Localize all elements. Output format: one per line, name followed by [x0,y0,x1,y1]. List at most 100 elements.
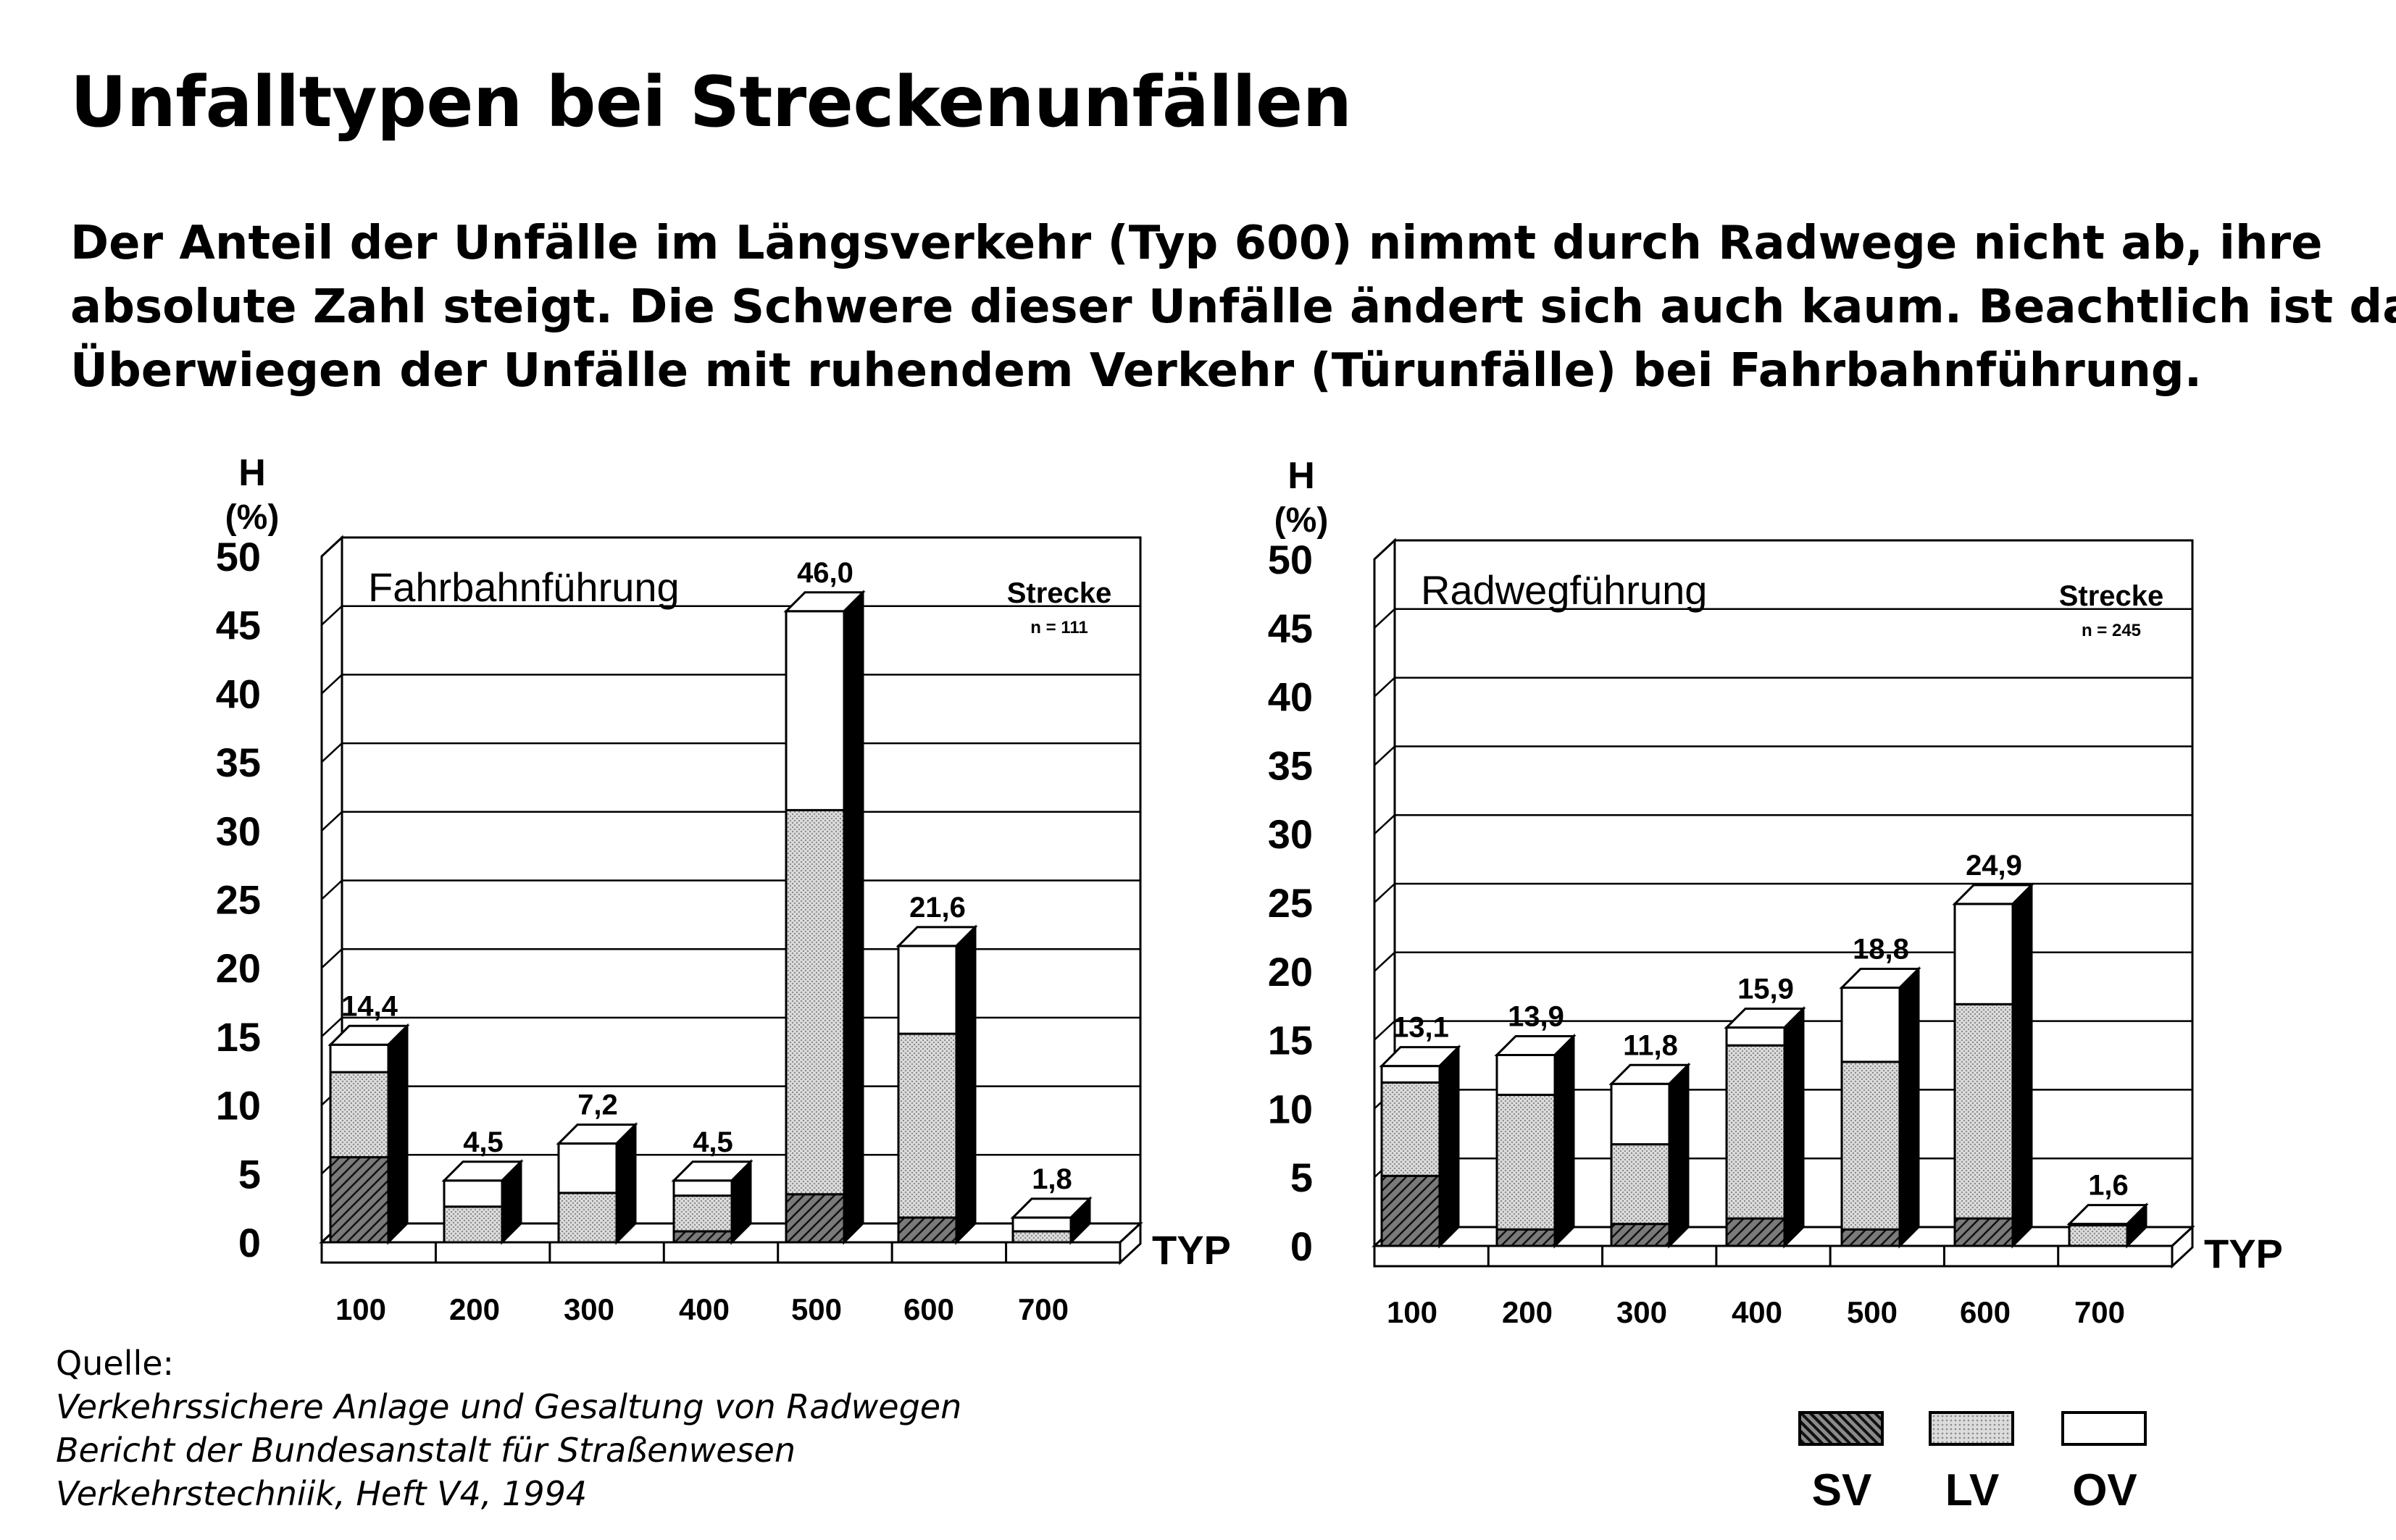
bar-segment-lv [2068,1224,2129,1247]
bar-value-label: 1,8 [1032,1163,1072,1195]
bar-segment-sv [897,1216,958,1244]
chart-2: 0 5 10 15 20 25 30 35 40 45 50 13,1 100 13,9 200 11,8 30… [1268,455,2283,1329]
chart-title: Radwegführung [1421,567,1707,613]
gridline-side [321,537,343,557]
y-tick-label: 30 [1268,811,1313,857]
gridline-side [1374,540,1395,560]
legend-label-sv: SV [1811,1465,1872,1515]
bar-segment-lv [557,1192,618,1244]
bar-segment-lv [897,1032,958,1219]
bar-segment-ov [1840,987,1901,1063]
legend-swatch-lv [1929,1411,2014,1446]
bar-value-label: 24,9 [1966,850,2022,882]
bar-value-label: 4,5 [463,1126,504,1158]
y-tick-label: 15 [1268,1018,1313,1063]
bar-segment-lv [1840,1060,1901,1231]
x-tick-label: 100 [335,1292,386,1326]
y-tick-label: 35 [1268,742,1313,788]
lead-line: Der Anteil der Unfälle im Längsverkehr (… [70,217,2323,270]
bar-segment-sv [1840,1228,1901,1247]
chart-base-front [320,1241,1122,1264]
x-tick-label: 100 [1387,1295,1437,1329]
bar-value-label: 14,4 [341,990,398,1022]
x-tick-label: 300 [1616,1295,1667,1329]
x-tick-label: 600 [1960,1295,2011,1329]
x-axis-label: TYP [1152,1227,1231,1273]
gridline-side [1374,814,1395,835]
y-tick-label: 5 [1290,1155,1313,1200]
y-tick-label: 20 [1268,949,1313,995]
y-axis-unit: (%) [1274,501,1329,540]
bar-side [843,590,864,1245]
bar-side [1069,1196,1091,1245]
x-tick-label: 200 [449,1292,500,1326]
y-tick-label: 50 [1268,537,1313,582]
y-tick-label: 30 [216,808,261,854]
bar-segment-lv [672,1194,733,1233]
y-tick-label: 45 [1268,606,1313,651]
bar-segment-ov [1380,1065,1441,1084]
bar-segment-lv [785,808,846,1196]
bar-segment-ov [443,1179,504,1208]
bar-value-label: 13,1 [1393,1012,1449,1044]
lead-line: Überwiegen der Unfälle mit ruhendem Verk… [70,344,2202,398]
bar-segment-sv [1380,1174,1441,1247]
bar-value-label: 1,6 [2088,1170,2129,1202]
gridline-side [321,879,343,900]
source-note: Quelle: Verkehrssichere Anlage und Gesal… [56,1342,961,1515]
bar-segment-ov [785,610,846,811]
lead-line: absolute Zahl steigt. Die Schwere dieser… [70,280,2396,334]
x-axis-label: TYP [2204,1231,2283,1276]
gridline-side [1374,1020,1395,1041]
x-tick-label: 600 [903,1292,954,1326]
y-tick-label: 45 [216,603,261,648]
bar-value-label: 4,5 [693,1126,733,1158]
gridline-side [321,674,343,695]
legend-label-lv: LV [1945,1465,2000,1515]
bar-segment-ov [1725,1026,1786,1047]
legend-label-ov: OV [2072,1465,2137,1515]
y-tick-label: 35 [216,740,261,785]
bar-value-label: 46,0 [797,557,853,589]
x-tick-label: 500 [1847,1295,1898,1329]
page-title: Unfalltypen bei Streckenunfällen [70,62,1352,143]
gridline-side [1374,677,1395,698]
bar-segment-lv [1011,1230,1072,1244]
bar-segment-lv [1380,1081,1441,1177]
bar-segment-ov [1495,1053,1556,1096]
bar-segment-ov [672,1179,733,1197]
x-tick-label: 300 [564,1292,614,1326]
bar-side [2011,882,2033,1249]
bar-value-label: 7,2 [577,1089,618,1121]
gridline-side [321,605,343,626]
legend-swatch-sv [1798,1411,1884,1446]
source-label: Quelle: [56,1344,175,1383]
gridline-side [1374,745,1395,766]
y-tick-label: 40 [1268,674,1313,720]
bar-segment-lv [443,1205,504,1244]
gridline-side [321,948,343,969]
bar-value-label: 13,9 [1508,1000,1564,1032]
source-line: Verkehrstechniik, Heft V4, 1994 [56,1474,588,1513]
x-tick-label: 400 [679,1292,730,1326]
bar-segment-sv [785,1193,846,1244]
chart-n-label: n = 245 [2082,621,2141,640]
gridline-side [1374,883,1395,903]
gridline-side [321,811,343,832]
y-tick-label: 20 [216,945,261,991]
gridline-side [1374,608,1395,629]
source-line: Bericht der Bundesanstalt für Straßenwes… [56,1431,796,1470]
bar-side [2126,1202,2147,1249]
chart-note: Strecke [2059,580,2164,612]
bar-side [615,1122,637,1245]
bar-side [387,1023,409,1245]
lead-paragraph: Der Anteil der Unfälle im Längsverkehr (… [70,212,2396,403]
y-tick-label: 50 [216,534,261,579]
bar-segment-ov [897,945,958,1035]
y-tick-label: 40 [216,671,261,716]
y-tick-label: 10 [216,1083,261,1129]
bar-segment-sv [672,1230,733,1244]
y-tick-label: 5 [238,1151,261,1197]
bar-side [730,1159,752,1245]
